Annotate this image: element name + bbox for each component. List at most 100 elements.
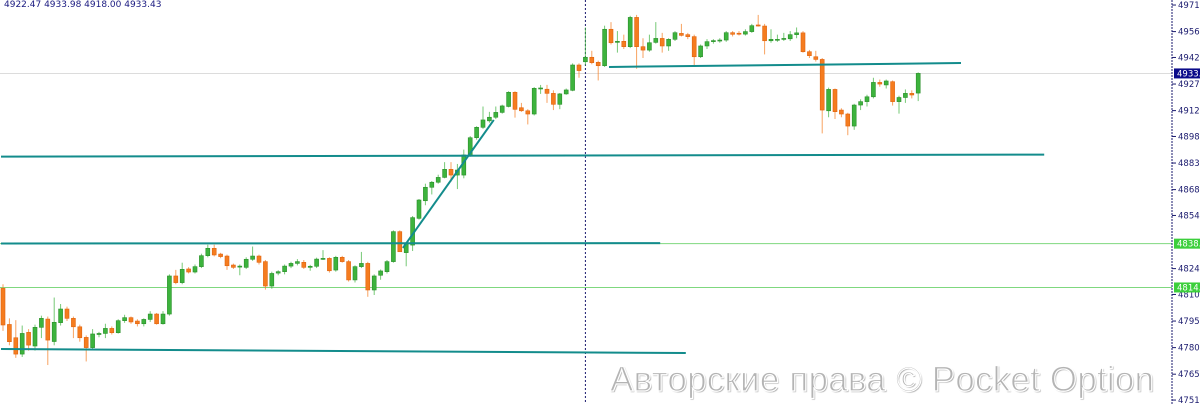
candle-body bbox=[13, 337, 19, 355]
candle bbox=[32, 324, 38, 351]
candle-body bbox=[199, 255, 204, 267]
candle bbox=[736, 31, 742, 36]
candle bbox=[711, 39, 716, 44]
y-tick-label: 4810.3 bbox=[1178, 290, 1200, 300]
candle-body bbox=[839, 109, 844, 115]
candle bbox=[115, 319, 121, 334]
candle bbox=[109, 326, 115, 335]
y-tick-label: 4854.3 bbox=[1178, 211, 1200, 221]
candle bbox=[263, 259, 268, 290]
candle-body bbox=[909, 93, 915, 96]
candle-body bbox=[442, 169, 447, 178]
candle bbox=[237, 264, 243, 276]
candle-body bbox=[864, 96, 870, 102]
level-price-tag-background bbox=[1174, 238, 1200, 249]
candle-body bbox=[295, 261, 300, 264]
candle-body bbox=[832, 89, 838, 112]
candle bbox=[58, 303, 63, 326]
candle bbox=[211, 244, 217, 257]
candle-body bbox=[871, 82, 876, 98]
candle bbox=[301, 259, 307, 269]
candle bbox=[295, 259, 300, 266]
candle bbox=[755, 14, 761, 27]
candle-body bbox=[602, 28, 607, 67]
price-axis-background bbox=[1172, 0, 1200, 404]
candle bbox=[826, 87, 831, 118]
candle bbox=[480, 106, 486, 129]
candle-body bbox=[768, 39, 774, 42]
candle bbox=[800, 31, 806, 53]
candle-body bbox=[787, 34, 793, 40]
candle bbox=[26, 329, 31, 351]
candle bbox=[218, 252, 223, 259]
candle-body bbox=[435, 177, 441, 183]
candle bbox=[698, 44, 703, 58]
candle-body bbox=[307, 265, 313, 268]
candle bbox=[794, 27, 799, 39]
candle-body bbox=[83, 337, 89, 348]
candle-body bbox=[563, 89, 569, 95]
candle-body bbox=[327, 258, 332, 272]
candle-body bbox=[544, 88, 550, 94]
candle bbox=[659, 32, 665, 53]
candle-body bbox=[615, 40, 620, 43]
candle-body bbox=[762, 25, 767, 42]
candle bbox=[672, 31, 678, 41]
candle bbox=[339, 255, 345, 263]
candle-body bbox=[416, 199, 422, 219]
candle-body bbox=[128, 317, 134, 323]
candle-body bbox=[519, 107, 524, 112]
candle bbox=[685, 32, 691, 40]
candle bbox=[730, 31, 735, 37]
candle-body bbox=[903, 93, 908, 98]
candle-body bbox=[608, 28, 614, 44]
candle bbox=[544, 84, 550, 103]
candle-body bbox=[877, 82, 883, 85]
candle-body bbox=[167, 275, 172, 315]
candle-body bbox=[301, 262, 307, 268]
candle bbox=[474, 126, 479, 140]
candle bbox=[314, 257, 319, 269]
candle-body bbox=[493, 112, 499, 118]
candle-body bbox=[570, 64, 575, 91]
candle bbox=[135, 319, 140, 327]
candle-body bbox=[275, 271, 281, 274]
current-price-tag: 4933.4 bbox=[1177, 69, 1200, 79]
candle bbox=[512, 91, 518, 118]
candle-body bbox=[691, 36, 697, 58]
candle bbox=[634, 14, 639, 69]
candle bbox=[243, 257, 249, 269]
candle bbox=[679, 23, 684, 37]
candle-body bbox=[480, 119, 486, 128]
candle bbox=[666, 38, 671, 51]
candle bbox=[768, 29, 774, 43]
candle-body bbox=[90, 333, 95, 348]
candle-body bbox=[256, 255, 262, 263]
candle-body bbox=[320, 258, 326, 260]
candle-body bbox=[71, 318, 76, 328]
candle bbox=[173, 269, 179, 285]
candle bbox=[743, 29, 748, 36]
candle bbox=[627, 15, 633, 49]
candle bbox=[391, 230, 396, 263]
candle bbox=[179, 262, 185, 285]
candle bbox=[77, 324, 83, 342]
candle-body bbox=[640, 46, 646, 51]
candle-body bbox=[711, 40, 716, 42]
candle-body bbox=[115, 320, 121, 334]
candle bbox=[909, 90, 915, 99]
candle bbox=[583, 27, 588, 66]
candle bbox=[45, 316, 51, 366]
candle-body bbox=[179, 269, 185, 283]
candle-body bbox=[589, 56, 595, 63]
candle-body bbox=[397, 231, 403, 253]
level-price-tag: 4814.2 bbox=[1177, 283, 1200, 293]
candle-body bbox=[819, 59, 825, 111]
candle-body bbox=[685, 34, 691, 37]
candle bbox=[608, 22, 614, 45]
candle-body bbox=[736, 32, 742, 35]
candle bbox=[0, 284, 6, 331]
candle bbox=[813, 50, 819, 62]
candle-body bbox=[96, 333, 102, 335]
